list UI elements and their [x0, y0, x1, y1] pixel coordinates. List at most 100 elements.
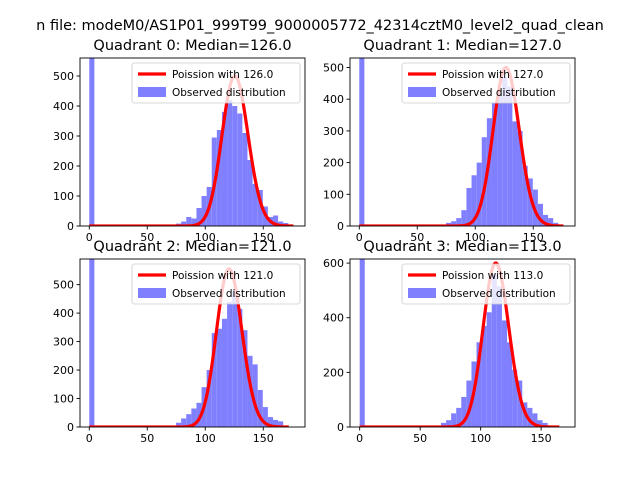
hist-bar [242, 330, 248, 427]
legend-box [401, 62, 571, 104]
hist-bar [176, 422, 182, 427]
hist-bar [186, 414, 192, 427]
legend-line-label: Poission with 121.0 [172, 270, 273, 282]
x-tick-label: 100 [465, 231, 486, 244]
hist-bar [537, 203, 543, 226]
hist-bar [181, 418, 187, 427]
legend-hist-label: Observed distribution [172, 87, 286, 99]
hist-bar [517, 130, 523, 226]
x-tick-label: 100 [195, 231, 216, 244]
hist-bar [191, 408, 197, 427]
legend-line-label: Poission with 113.0 [442, 270, 543, 282]
axes-frame [79, 258, 306, 428]
hist-bar [507, 86, 513, 226]
legend-line-label: Poission with 127.0 [442, 69, 543, 81]
hist-bar [247, 160, 253, 226]
y-tick-label: 100 [53, 393, 74, 406]
y-tick-label: 200 [53, 364, 74, 377]
legend-box [401, 263, 571, 305]
legend-hist-swatch [408, 288, 436, 298]
y-tick-label: 500 [53, 279, 74, 292]
hist-bar [532, 413, 538, 427]
hist-bar [359, 259, 365, 427]
hist-bar [272, 215, 279, 226]
hist-bar [252, 184, 258, 226]
hist-bar [507, 342, 513, 427]
hist-bar [262, 407, 268, 427]
chart-title: Quadrant 1: Median=127.0 [363, 38, 561, 54]
axes-frame [349, 258, 576, 428]
poisson-curve [359, 261, 560, 427]
hist-bar [252, 364, 258, 427]
x-tick-label: 50 [140, 231, 154, 244]
x-tick-label: 50 [410, 231, 424, 244]
legend-hist-swatch [138, 87, 166, 97]
y-tick-label: 400 [53, 100, 74, 113]
y-tick-label: 100 [53, 190, 74, 203]
y-tick-label: 500 [323, 62, 344, 75]
hist-bar [216, 130, 222, 226]
legend: Poission with 113.0 Observed distribution [401, 263, 571, 305]
x-tick-label: 150 [523, 231, 544, 244]
hist-bar [237, 113, 243, 226]
x-tick-label: 150 [253, 231, 274, 244]
legend-box [131, 62, 301, 104]
hist-bar [461, 396, 467, 427]
x-tick-label: 0 [86, 231, 93, 244]
legend-hist-swatch [408, 87, 436, 97]
hist-bar [451, 413, 457, 427]
chart-panel-3: 0 50 100 150 0 200 400 600 Quadrant 3: Median=11… [323, 239, 576, 445]
hist-bar [476, 342, 482, 427]
hist-bar [517, 380, 523, 427]
y-tick-label: 400 [323, 93, 344, 106]
poisson-curve [88, 267, 290, 427]
hist-bar [196, 208, 202, 226]
y-tick-label: 300 [323, 125, 344, 138]
hist-bar [227, 100, 233, 226]
x-tick-label: 100 [470, 432, 491, 445]
legend-hist-label: Observed distribution [442, 288, 556, 300]
hist-bar [89, 58, 95, 226]
x-tick-label: 0 [356, 231, 363, 244]
hist-bar [278, 221, 284, 226]
hist-bar [191, 218, 197, 226]
hist-bar [537, 420, 543, 427]
hist-bar [359, 58, 365, 226]
legend-hist-swatch [138, 288, 166, 298]
chart-title: Quadrant 3: Median=113.0 [363, 239, 561, 255]
legend-line-label: Poission with 126.0 [172, 69, 273, 81]
y-tick-label: 400 [323, 312, 344, 325]
hist-bar [227, 301, 233, 427]
y-tick-label: 300 [53, 336, 74, 349]
axes-frame [79, 57, 306, 227]
hist-bar [548, 218, 554, 226]
hist-bar [496, 286, 502, 427]
hist-bar [491, 274, 497, 427]
y-tick-label: 200 [323, 366, 344, 379]
x-tick-label: 150 [253, 432, 274, 445]
hist-bar [237, 308, 243, 427]
y-tick-label: 300 [53, 130, 74, 143]
y-tick-label: 200 [53, 160, 74, 173]
hist-bar [486, 118, 492, 226]
x-tick-label: 0 [86, 432, 93, 445]
hist-bar [451, 221, 457, 226]
chart-panel-1: 0 50 100 150 0 100 200 300 400 500 Quadrant 1: Med… [323, 38, 576, 244]
hist-bar [461, 210, 467, 226]
y-tick-label: 200 [323, 157, 344, 170]
y-tick-label: 0 [337, 220, 344, 233]
hist-bar [201, 196, 207, 226]
x-tick-label: 150 [531, 432, 552, 445]
y-tick-label: 100 [323, 188, 344, 201]
y-tick-label: 400 [53, 307, 74, 320]
x-tick-label: 50 [140, 432, 154, 445]
hist-bar [440, 422, 447, 427]
hist-bar [267, 417, 273, 427]
legend-hist-label: Observed distribution [442, 87, 556, 99]
hist-bar [456, 407, 462, 427]
hist-bar [89, 259, 95, 427]
hist-bar [501, 320, 508, 427]
hist-bar [196, 402, 202, 427]
chart-title: Quadrant 0: Median=126.0 [93, 38, 291, 54]
hist-bar [486, 312, 492, 427]
